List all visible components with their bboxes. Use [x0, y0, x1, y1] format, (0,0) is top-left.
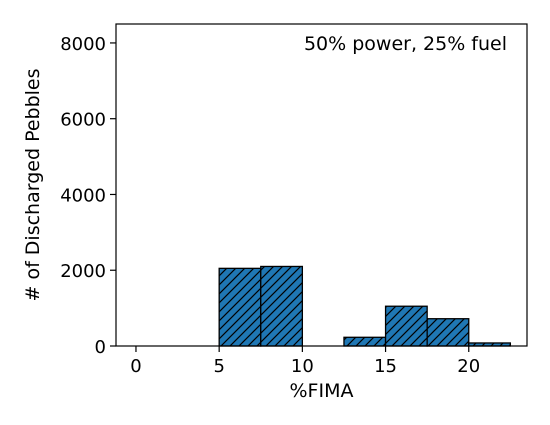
histogram-bar [218, 267, 262, 347]
histogram-bar [426, 318, 470, 347]
bars-group [218, 265, 512, 347]
x-tick-label: 20 [457, 356, 480, 377]
x-axis-label: %FIMA [290, 380, 354, 402]
x-axis-ticks: 0 5 10 15 20 [130, 346, 480, 377]
histogram-bar [343, 336, 387, 347]
plot-frame [115, 23, 528, 347]
x-tick-label: 10 [291, 356, 314, 377]
y-tick-label: 2000 [60, 261, 106, 282]
x-tick-label: 15 [374, 356, 397, 377]
y-axis-ticks: 0 2000 4000 6000 8000 [60, 34, 116, 358]
y-tick-label: 4000 [60, 185, 106, 206]
y-tick-label: 8000 [60, 34, 106, 55]
histogram-bar [384, 305, 428, 347]
x-tick-label: 0 [130, 356, 141, 377]
y-axis-label: # of Discharged Pebbles [22, 68, 44, 301]
x-tick-label: 5 [213, 356, 224, 377]
histogram-bar [260, 265, 304, 347]
y-tick-label: 0 [95, 337, 106, 358]
y-tick-label: 6000 [60, 110, 106, 131]
chart-annotation: 50% power, 25% fuel [304, 33, 507, 55]
